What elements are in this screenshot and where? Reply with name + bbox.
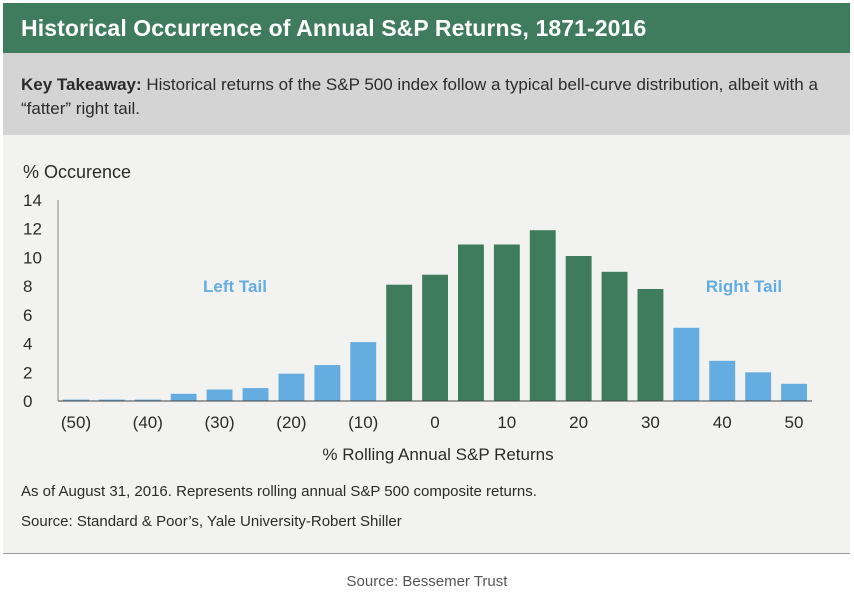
key-takeaway-body: Historical returns of the S&P 500 index … (21, 75, 818, 118)
y-tick-label: 14 (23, 191, 42, 210)
chart-title: Historical Occurrence of Annual S&P Retu… (21, 15, 647, 41)
histogram-bar (709, 360, 736, 401)
key-takeaway-text: Key Takeaway: Historical returns of the … (21, 73, 836, 121)
histogram-bar (745, 372, 772, 401)
histogram-bar (386, 284, 413, 401)
left-tail-label: Left Tail (203, 277, 267, 296)
x-axis-ticks: (50) (40) (30) (20) (10) 0 10 20 30 40 50 (61, 413, 804, 432)
y-tick-label: 8 (23, 277, 32, 296)
histogram-bar (63, 399, 89, 401)
y-tick-label: 12 (23, 220, 42, 239)
y-tick-label: 0 (23, 392, 32, 411)
histogram-bar (529, 230, 556, 401)
x-tick-label: 50 (785, 413, 804, 432)
key-takeaway-label: Key Takeaway: (21, 75, 142, 94)
histogram-bar (170, 393, 197, 401)
y-tick-label: 2 (23, 363, 32, 382)
histogram-bar (422, 274, 448, 401)
histogram-bar (493, 244, 520, 401)
histogram-bar (134, 399, 161, 401)
y-axis-ticks: 0 2 4 6 8 10 12 14 (23, 191, 42, 411)
y-tick-label: 10 (23, 248, 42, 267)
key-takeaway-box: Key Takeaway: Historical returns of the … (3, 53, 850, 135)
y-axis-title: % Occurence (23, 162, 131, 182)
y-tick-label: 6 (23, 306, 32, 325)
histogram-bar (673, 327, 700, 401)
histogram-bar (350, 342, 377, 401)
histogram-bar (98, 399, 125, 401)
histogram-bar (637, 289, 664, 401)
y-tick-label: 4 (23, 335, 32, 354)
histogram-bar (206, 389, 233, 401)
image-source-caption: Source: Bessemer Trust (346, 573, 508, 590)
x-tick-label: (40) (133, 413, 163, 432)
histogram-bar (458, 244, 484, 401)
x-tick-label: (20) (276, 413, 306, 432)
histogram-bar (278, 373, 305, 401)
x-tick-label: 40 (713, 413, 732, 432)
x-tick-label: 30 (641, 413, 660, 432)
x-tick-label: 20 (569, 413, 588, 432)
x-tick-label: (50) (61, 413, 91, 432)
histogram-bar (242, 388, 269, 401)
histogram-bar (314, 365, 341, 401)
histogram-bar (565, 256, 592, 401)
header-banner: Historical Occurrence of Annual S&P Retu… (3, 3, 850, 53)
histogram-bar (601, 271, 628, 401)
histogram-bar (781, 383, 807, 401)
x-tick-label: (30) (204, 413, 234, 432)
x-tick-label: 10 (497, 413, 516, 432)
histogram-chart: 0 2 4 6 8 10 12 14 (50) (40) (30) (20) (10) 0 10 20 30 4… (23, 162, 812, 464)
x-tick-label: 0 (430, 413, 439, 432)
bars (63, 230, 807, 401)
chart-card: Historical Occurrence of Annual S&P Retu… (3, 3, 850, 554)
data-source-note: Source: Standard & Poor’s, Yale Universi… (21, 513, 402, 530)
x-tick-label: (10) (348, 413, 378, 432)
x-axis-title: % Rolling Annual S&P Returns (322, 445, 553, 464)
as-of-note: As of August 31, 2016. Represents rollin… (21, 483, 537, 500)
right-tail-label: Right Tail (706, 277, 782, 296)
